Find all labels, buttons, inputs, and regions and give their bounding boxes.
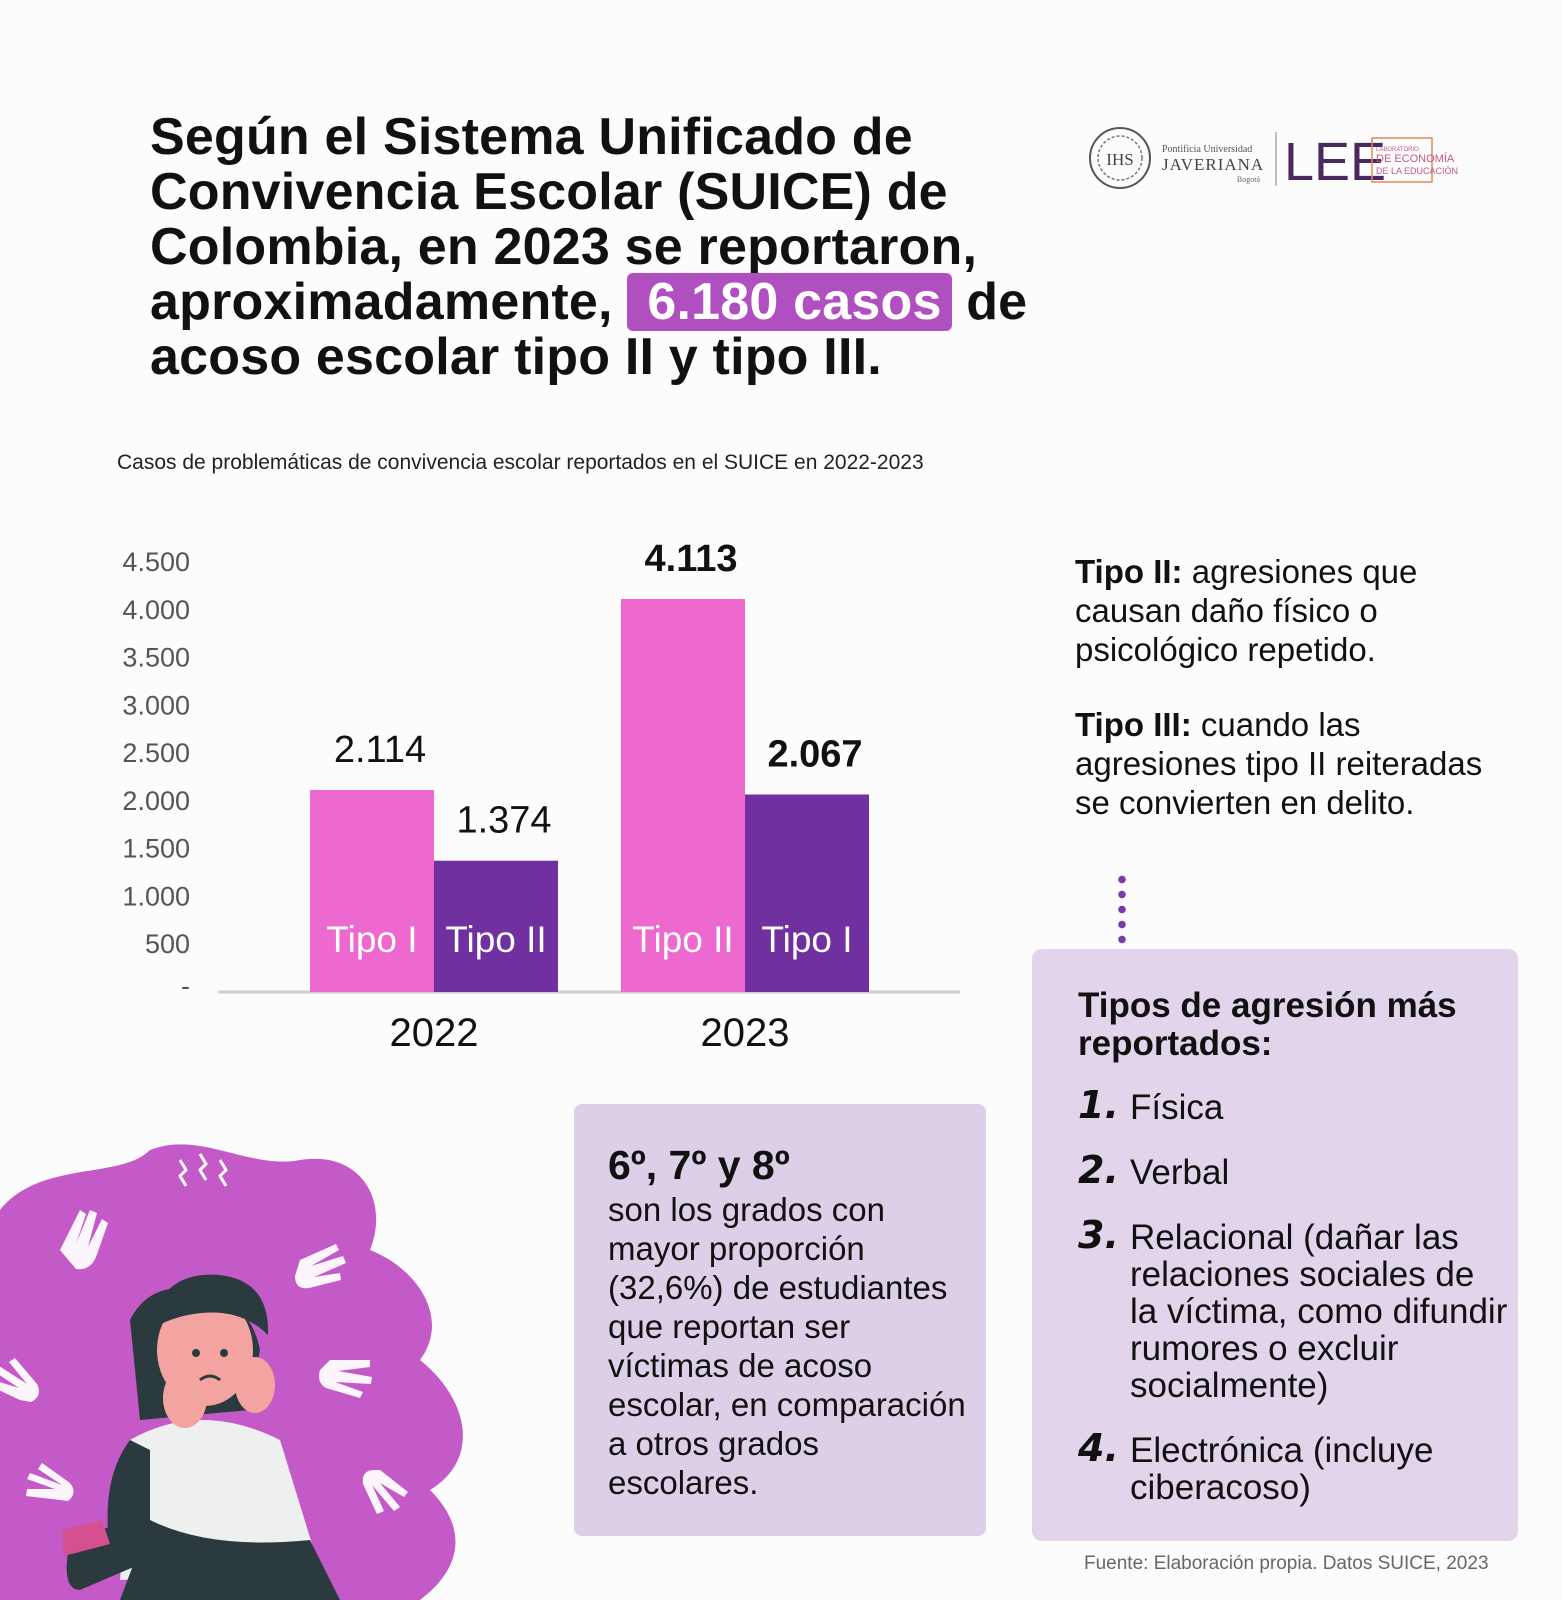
logo-lab-line3: DE LA EDUCACIÓN [1376, 166, 1458, 176]
data-label: 2.067 [767, 733, 862, 775]
y-tick-label: 3.000 [122, 690, 190, 720]
definition-tipo-ii: Tipo II: agresiones que causan daño físi… [1075, 553, 1418, 668]
bar-series-label: Tipo II [632, 919, 733, 960]
bar-series-label: Tipo I [326, 919, 417, 960]
y-tick-label: 4.000 [122, 595, 190, 625]
chart-title: Casos de problemáticas de convivencia es… [117, 451, 924, 474]
grades-heading: 6º, 7º y 8º [608, 1142, 790, 1188]
list-item: 3. Relacional (dañar las relaciones socia… [1078, 1213, 1508, 1405]
bar [310, 789, 434, 992]
dotted-connector [1118, 872, 1126, 978]
grades-card: 6º, 7º y 8º son los grados con mayor pro… [574, 1104, 986, 1536]
headline-text-end: de acoso escolar tipo II y tipo III. [150, 273, 1028, 386]
aggression-types-title: Tipos de agresión más reportados: [1078, 986, 1457, 1063]
list-item: 2. Verbal [1078, 1148, 1230, 1192]
x-tick-label: 2022 [390, 1011, 479, 1055]
student-figure-icon [62, 1274, 340, 1600]
logo-university-line2: JAVERIANA [1162, 155, 1264, 174]
y-tick-label: 1.000 [122, 881, 190, 911]
data-label: 1.374 [456, 800, 551, 842]
headline: Según el Sistema Unificado de Convivenci… [150, 110, 1070, 385]
bullied-student-illustration [0, 1144, 463, 1600]
grades-text: son los grados con mayor proporción (32,… [608, 1191, 966, 1501]
list-item: 1. Física [1078, 1083, 1224, 1127]
bar-chart: 4.500 4.000 3.500 3.000 2.500 2.000 1.500 1.000… [122, 538, 960, 1055]
data-label: 2.114 [334, 729, 426, 771]
y-tick-label: - [181, 971, 190, 1001]
logo: IHS Pontificia Universidad JAVERIANA Bog… [1089, 127, 1458, 192]
aggression-types-list: 1. Física 2. Verbal 3. Relacional (dañar la… [1078, 1083, 1508, 1534]
bar [745, 794, 869, 992]
y-tick-label: 500 [145, 929, 190, 959]
y-tick-label: 2.500 [122, 738, 190, 768]
y-tick-label: 3.500 [122, 643, 190, 673]
bar-series-label: Tipo I [761, 919, 852, 960]
data-label: 4.113 [645, 538, 738, 580]
y-tick-label: 1.500 [122, 834, 190, 864]
headline-highlight: 6.180 casos [627, 273, 952, 331]
aggression-types-card: Tipos de agresión más reportados: 1. Físi… [1032, 949, 1518, 1541]
definition-tipo-iii: Tipo III: cuando las agresiones tipo II … [1075, 706, 1483, 821]
logo-university-line1: Pontificia Universidad [1162, 144, 1252, 155]
y-tick-label: 2.000 [122, 786, 190, 816]
stress-marks-icon [178, 1153, 228, 1187]
logo-lab-line1: LABORATORIO [1376, 147, 1419, 153]
grabbing-hands-icon [0, 1210, 408, 1514]
definitions: Tipo II: agresiones que causan daño físi… [1075, 552, 1515, 858]
headline-text: Según el Sistema Unificado de Convivenci… [150, 108, 978, 331]
logo-lee: LEE [1284, 132, 1386, 192]
source-note: Fuente: Elaboración propia. Datos SUICE,… [1084, 1553, 1489, 1574]
logo-lab-frame [1371, 137, 1433, 183]
logo-university-line3: Bogotá [1237, 175, 1261, 184]
x-tick-label: 2023 [701, 1011, 790, 1055]
university-crest-icon: IHS [1089, 127, 1151, 189]
bar [621, 598, 745, 992]
crest-text: IHS [1106, 150, 1133, 169]
bar-series-label: Tipo II [445, 919, 546, 960]
logo-lab-line2: DE ECONOMÍA [1376, 152, 1455, 165]
bar [434, 860, 558, 992]
y-tick-label: 4.500 [122, 547, 190, 577]
list-item: 4. Electrónica (incluye ciberacoso) [1078, 1426, 1434, 1507]
